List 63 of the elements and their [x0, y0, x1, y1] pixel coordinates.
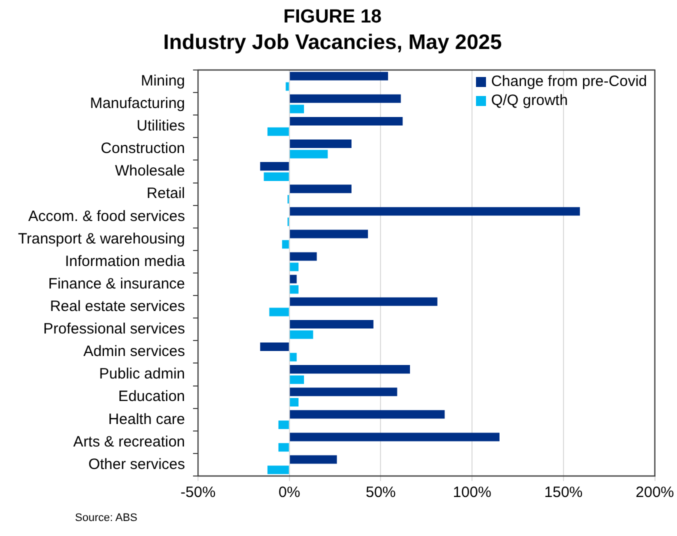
legend-label: Change from pre-Covid	[491, 72, 647, 91]
y-tick-label: Public admin	[99, 366, 186, 383]
bar	[290, 375, 304, 384]
y-tick-label: Retail	[146, 185, 186, 202]
y-tick-label: Education	[118, 388, 186, 406]
bar	[282, 240, 289, 249]
bar	[290, 320, 374, 328]
bar	[286, 82, 289, 91]
bar	[290, 388, 398, 396]
bar	[290, 230, 368, 238]
bar	[278, 420, 289, 430]
bar	[290, 365, 410, 374]
y-tick-label: Professional services	[43, 320, 186, 338]
x-tick-label: 150%	[544, 484, 583, 502]
bar	[290, 352, 297, 362]
bar	[290, 116, 403, 126]
bar	[290, 410, 445, 419]
bar	[290, 432, 500, 442]
bar	[290, 72, 388, 80]
bar	[290, 285, 299, 294]
y-tick-label: Other services	[88, 456, 186, 473]
y-tick-label: Manufacturing	[90, 94, 186, 112]
bar	[260, 162, 289, 171]
y-tick-label: Information media	[64, 252, 186, 270]
bar	[290, 252, 317, 261]
bar	[269, 308, 289, 316]
x-tick-label: -50%	[180, 484, 216, 502]
bar	[290, 150, 328, 158]
bar	[260, 342, 289, 352]
bar	[267, 466, 289, 474]
source-note: Source: ABS	[75, 512, 138, 524]
legend-label: Q/Q growth	[491, 91, 568, 110]
y-tick-label: Real estate services	[50, 298, 186, 315]
x-tick-label: 100%	[452, 484, 492, 502]
bar	[290, 94, 401, 103]
bar	[290, 184, 352, 194]
y-tick-label: Arts & recreation	[73, 433, 186, 450]
y-tick-label: Accom. & food services	[28, 208, 186, 225]
bar	[290, 274, 297, 284]
y-tick-label: Utilities	[136, 118, 186, 135]
chart-subtitle: Industry Job Vacancies, May 2025	[163, 31, 502, 54]
y-tick-label: Wholesale	[114, 162, 186, 180]
bar	[264, 172, 289, 181]
y-tick-label: Admin services	[83, 343, 186, 360]
x-tick-label: 200%	[636, 484, 674, 502]
x-tick-label: 0%	[278, 484, 300, 502]
bar	[278, 443, 289, 452]
bar	[290, 398, 299, 406]
y-tick-label: Finance & insurance	[48, 275, 186, 292]
bar	[290, 104, 304, 114]
bar	[290, 207, 580, 216]
y-tick-label: Transport & warehousing	[18, 230, 186, 248]
bar	[290, 262, 299, 272]
y-tick-label: Health care	[108, 410, 186, 428]
bar	[290, 297, 438, 306]
y-tick-label: Mining	[140, 72, 186, 90]
y-tick-label: Construction	[100, 140, 186, 158]
x-tick-label: 50%	[366, 484, 396, 502]
bar	[290, 455, 337, 464]
bar	[290, 330, 314, 339]
bar	[267, 127, 289, 136]
bar	[290, 140, 352, 148]
chart-title: FIGURE 18	[283, 6, 382, 28]
